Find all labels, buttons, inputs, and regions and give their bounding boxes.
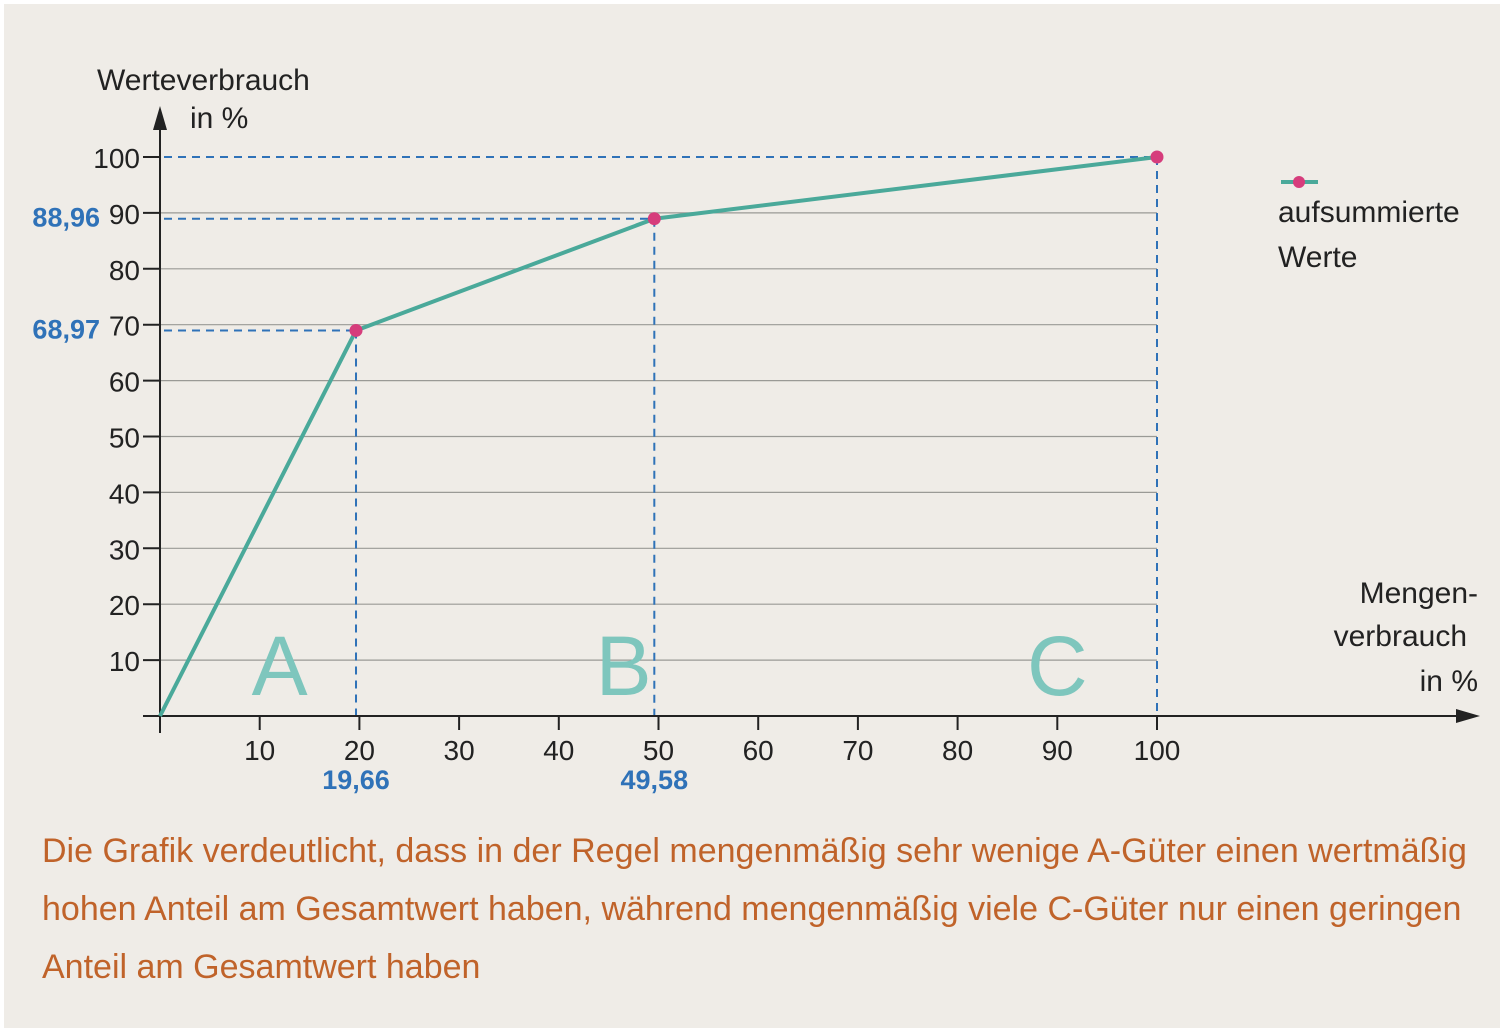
y-axis-arrow-icon (153, 106, 167, 130)
y-tick-label-20: 20 (109, 590, 140, 621)
y-highlight-label-0: 68,97 (32, 314, 100, 344)
grid-lines (160, 212, 1157, 661)
x-axis-label-line2: verbrauch (1334, 620, 1467, 653)
chart-caption: Die Grafik verdeutlicht, dass in der Reg… (42, 832, 1467, 986)
x-axis-label-line3: in % (1420, 665, 1478, 698)
data-point-3 (1150, 150, 1164, 164)
y-tick-label-100: 100 (93, 143, 140, 174)
x-tick-label-60: 60 (743, 735, 774, 766)
x-tick-label-90: 90 (1042, 735, 1073, 766)
series-line (158, 155, 1158, 717)
y-tick-label-30: 30 (109, 534, 140, 565)
x-highlight-label-1: 49,58 (621, 765, 689, 795)
y-tick-label-80: 80 (109, 255, 140, 286)
series-cumulative-values (158, 150, 1164, 717)
guide-lines: 19,66 68,97 49,58 88,96 (32, 156, 1158, 795)
legend-marker-icon (1293, 176, 1305, 188)
data-point-1 (349, 323, 363, 337)
y-tick-label-90: 90 (109, 199, 140, 230)
y-tick-label-50: 50 (109, 423, 140, 454)
y-axis-label-line2: in % (190, 102, 248, 135)
zone-label-c: C (1027, 619, 1088, 713)
legend: aufsummierte Werte (1278, 176, 1460, 274)
y-tick-label-40: 40 (109, 478, 140, 509)
x-tick-label-40: 40 (543, 735, 574, 766)
x-highlight-label-0: 19,66 (322, 765, 390, 795)
x-axis-arrow-icon (1456, 709, 1480, 723)
y-tick-label-60: 60 (109, 367, 140, 398)
y-highlight-label-1: 88,96 (32, 203, 100, 233)
axis-ticks: 10 20 30 40 50 60 70 80 90 100 10 20 30 40 50 60 70 80 90 1… (93, 143, 1180, 766)
chart-panel (4, 4, 1500, 1028)
zone-labels: A B C (252, 619, 1088, 713)
abc-analysis-chart: 19,66 68,97 49,58 88,96 A B C 10 20 30 40 50 60 70 8… (32, 64, 1480, 795)
zone-label-a: A (252, 619, 308, 713)
axes (143, 106, 1480, 733)
y-tick-label-70: 70 (109, 311, 140, 342)
x-axis-label-line1: Mengen- (1360, 577, 1478, 610)
legend-label-line1: aufsummierte (1278, 196, 1460, 229)
x-tick-label-30: 30 (444, 735, 475, 766)
legend-label-line2: Werte (1278, 241, 1357, 274)
zone-label-b: B (596, 619, 652, 713)
x-tick-label-20: 20 (344, 735, 375, 766)
y-axis-label-line1: Werteverbrauch (97, 64, 310, 97)
data-point-2 (647, 212, 661, 226)
x-tick-label-80: 80 (942, 735, 973, 766)
x-tick-label-100: 100 (1134, 735, 1181, 766)
x-tick-label-70: 70 (842, 735, 873, 766)
y-tick-label-10: 10 (109, 646, 140, 677)
x-tick-label-10: 10 (244, 735, 275, 766)
x-tick-label-50: 50 (643, 735, 674, 766)
